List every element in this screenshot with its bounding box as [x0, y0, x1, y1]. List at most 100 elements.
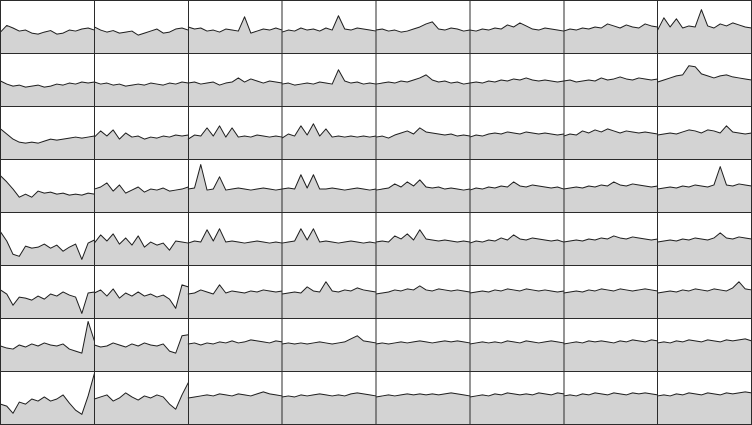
panel-series-line: [657, 281, 752, 294]
panel-r4-c5: [375, 179, 471, 213]
panel-area: [469, 234, 564, 266]
panel-series-line: [657, 391, 752, 397]
panel-series-line: [0, 321, 95, 354]
panel-series-line: [281, 69, 377, 86]
panel-r6-c1: [0, 289, 95, 319]
panel-r1-c7: [563, 23, 659, 54]
panel-r5-c3: [187, 228, 283, 266]
panel-area: [563, 339, 658, 372]
panel-series-line: [563, 235, 659, 243]
panel-area: [282, 392, 376, 425]
panel-area: [188, 284, 283, 319]
panel-series-line: [563, 23, 659, 32]
panel-series-line: [375, 285, 471, 295]
panel-r1-c8: [657, 9, 752, 54]
panel-area: [94, 284, 189, 319]
panel-series-line: [657, 338, 752, 344]
panel-series-line: [469, 77, 565, 84]
panel-area: [563, 181, 658, 213]
panel-area: [469, 77, 564, 107]
panel-series-line: [187, 228, 283, 244]
panel-area: [469, 181, 564, 213]
panel-r3-c1: [0, 128, 95, 160]
panel-area: [282, 174, 376, 213]
panel-series-line: [0, 289, 95, 314]
panel-r3-c3: [187, 125, 283, 160]
panel-r6-c6: [469, 288, 565, 319]
panel-r6-c2: [93, 284, 189, 319]
panel-r7-c4: [281, 335, 377, 372]
panel-r3-c8: [657, 125, 752, 160]
panel-area: [0, 25, 95, 54]
panel-area: [657, 391, 752, 425]
panel-r4-c4: [281, 174, 377, 213]
panel-area: [282, 123, 376, 160]
panel-area: [563, 23, 658, 54]
panel-area: [94, 26, 189, 54]
panel-r8-c8: [657, 391, 752, 425]
panel-r1-c5: [375, 21, 471, 54]
panel-series-line: [93, 233, 189, 251]
panel-series-line: [563, 128, 659, 137]
panel-r7-c1: [0, 321, 95, 372]
panel-r7-c3: [187, 339, 283, 372]
panel-r2-c6: [469, 77, 565, 107]
panel-area: [657, 232, 752, 266]
panel-area: [469, 392, 564, 425]
panel-series-line: [469, 22, 565, 32]
panel-r7-c6: [469, 340, 565, 372]
panel-series-line: [657, 9, 752, 31]
panel-area: [657, 125, 752, 160]
panel-series-line: [0, 231, 95, 260]
panel-r7-c2: [93, 334, 189, 372]
panel-series-line: [469, 340, 565, 345]
panel-series-line: [0, 24, 95, 35]
panel-series-line: [0, 80, 95, 88]
panel-series-line: [281, 281, 377, 295]
panel-series-line: [563, 288, 659, 294]
panel-area: [469, 340, 564, 372]
panel-series-line: [563, 76, 659, 83]
panel-area: [563, 235, 658, 266]
panel-area: [376, 340, 470, 372]
panel-area: [0, 231, 95, 266]
panel-area: [0, 321, 95, 372]
panel-area: [469, 22, 564, 54]
panel-area: [0, 175, 95, 213]
panel-area: [188, 16, 283, 54]
panel-series-line: [187, 284, 283, 295]
panel-area: [0, 128, 95, 160]
panel-series-line: [93, 26, 189, 36]
panel-r8-c6: [469, 392, 565, 425]
panel-area: [188, 77, 283, 107]
panel-area: [657, 166, 752, 213]
panel-r1-c2: [93, 26, 189, 54]
panel-r2-c1: [0, 80, 95, 107]
panel-series-line: [187, 164, 283, 191]
panel-r7-c8: [657, 338, 752, 372]
panel-series-line: [0, 373, 95, 415]
panel-r8-c7: [563, 392, 659, 425]
panel-area: [376, 285, 470, 319]
panel-r4-c7: [563, 181, 659, 213]
panel-series-line: [0, 175, 95, 198]
panel-area: [282, 15, 376, 54]
panel-r3-c4: [281, 123, 377, 160]
panel-area: [94, 334, 189, 372]
panel-r1-c3: [187, 16, 283, 54]
panel-area: [657, 9, 752, 54]
panel-r6-c8: [657, 281, 752, 319]
panel-area: [376, 392, 470, 425]
panel-series-line: [375, 21, 471, 33]
panel-area: [469, 288, 564, 319]
panel-r6-c7: [563, 288, 659, 319]
panel-r4-c3: [187, 164, 283, 213]
panel-r4-c6: [469, 181, 565, 213]
panel-series-line: [93, 129, 189, 140]
panel-r3-c6: [469, 131, 565, 160]
panel-r2-c4: [281, 69, 377, 107]
panel-series-line: [281, 228, 377, 244]
panel-series-line: [375, 179, 471, 191]
panel-series-line: [657, 65, 752, 83]
